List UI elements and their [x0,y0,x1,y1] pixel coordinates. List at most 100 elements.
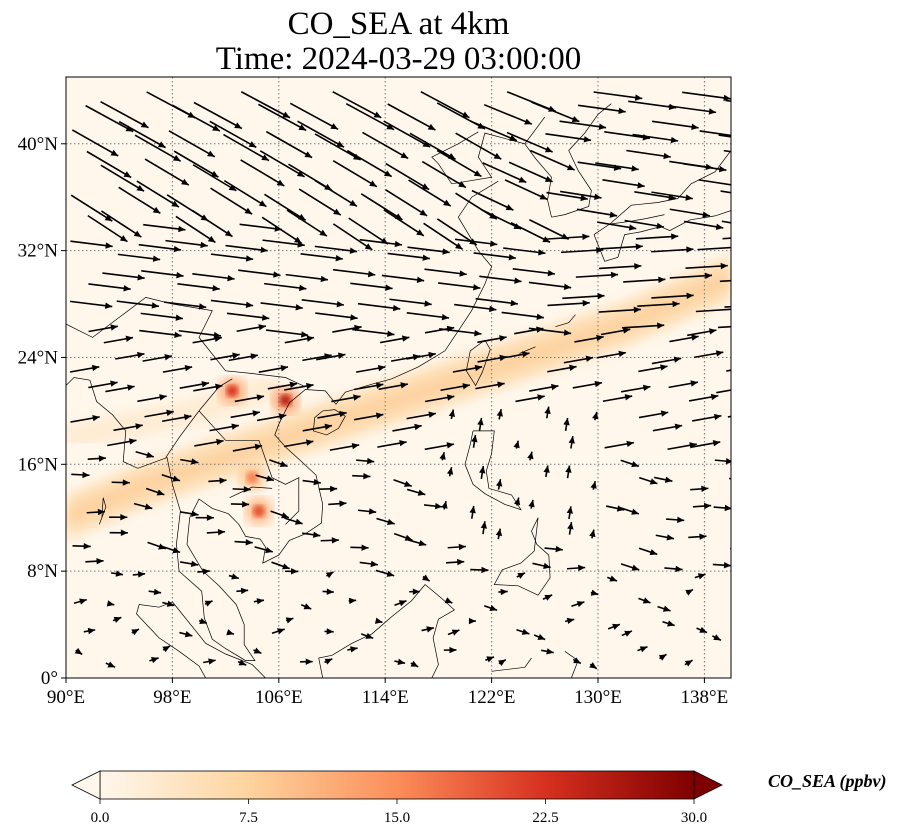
co-hotspot [252,505,265,518]
wind-arrow-shaft [424,268,467,276]
wind-arrow [566,564,586,572]
wind-arrow-shaft [577,104,626,113]
wind-arrow [638,547,658,556]
wind-arrow [393,479,412,487]
wind-arrow-head [656,222,664,230]
wind-arrow [70,414,100,423]
wind-arrow [669,334,699,343]
wind-arrow-head [200,241,208,249]
wind-arrow-head [513,440,520,449]
coastlines [66,103,731,678]
wind-arrow-head [537,394,545,401]
wind-arrow-head [214,335,222,342]
wind-arrow-head [704,272,713,279]
coastline [313,409,346,436]
wind-arrow-head [384,170,392,177]
wind-arrow-head [250,353,259,360]
wind-arrow-head [713,634,721,641]
wind-arrow-head [303,603,312,610]
wind-arrow [624,219,665,230]
wind-arrow-head [639,646,648,653]
wind-arrow [637,300,680,308]
wind-arrow-head [441,501,448,509]
map-time-subtitle: Time: 2024-03-29 03:00:00 [215,41,582,77]
wind-arrow-shaft [529,219,570,240]
wind-arrow [118,186,161,215]
wind-arrow-head [152,206,161,214]
wind-arrow-shaft [389,298,432,306]
wind-arrow-shaft [143,223,186,231]
wind-arrow-head [664,476,673,483]
wind-arrow-head [335,254,343,262]
wind-arrow [374,617,383,624]
wind-arrow [599,263,642,270]
wind-arrow-head [135,423,143,430]
wind-arrow-shaft [454,238,498,246]
wind-arrow [638,364,668,373]
wind-arrow [162,600,175,607]
wind-arrow-head [422,574,430,582]
wind-arrow-head [427,123,436,131]
wind-arrow-head [105,242,113,249]
wind-arrow [572,380,603,389]
wind-arrow [383,120,431,148]
wind-arrow [439,451,446,461]
wind-arrow [547,300,590,307]
wind-arrow [203,658,216,665]
wind-arrow [376,517,395,525]
wind-arrow [712,562,731,569]
wind-arrow [685,262,728,270]
wind-arrow-head [173,245,181,253]
wind-arrow-head [92,414,100,422]
wind-arrow-head [699,533,707,540]
wind-arrow-head [563,417,570,426]
wind-arrow [378,382,408,391]
wind-arrow-shaft [264,282,307,290]
wind-arrow [513,497,521,506]
wind-arrow-head [353,394,361,401]
wind-arrow-head [291,568,299,575]
wind-arrow-shaft [175,215,216,244]
wind-arrow-head [206,514,214,521]
wind-arrow-shaft [455,192,498,220]
wind-arrow [651,356,682,365]
wind-arrow-head [208,658,216,665]
wind-arrow [719,279,731,283]
x-tick-label: 90°E [47,687,85,708]
colorbar-max-extend [693,770,723,800]
y-tick-label: 0° [41,668,58,689]
coastline [66,180,499,661]
wind-arrow-shaft [473,252,517,259]
wind-arrow [197,568,210,575]
wind-arrow-head [524,118,532,125]
wind-arrow-head [207,235,216,243]
wind-arrow-head [750,410,757,416]
wind-arrow-head [352,153,361,160]
wind-arrow [136,180,180,208]
wind-arrow-head [496,479,503,487]
wind-arrow-head [521,628,530,635]
wind-arrow [562,292,605,300]
wind-arrow-head [544,146,553,153]
wind-arrow-shaft [637,302,680,308]
wind-arrow-head [115,570,124,577]
wind-arrow [298,188,342,216]
wind-arrow-head [416,276,425,283]
wind-arrow [495,528,503,540]
wind-arrow [620,563,640,571]
wind-arrow [436,149,482,178]
wind-arrow-shaft [100,164,145,192]
wind-arrow [473,252,517,261]
wind-arrow [662,620,675,627]
wind-arrow [316,352,346,361]
wind-arrow-shaft [265,130,313,159]
wind-arrow-head [199,618,207,625]
wind-arrow-head [674,423,683,430]
wind-arrow [70,240,113,249]
wind-arrow-head [598,123,607,130]
wind-arrow [135,450,155,459]
wind-arrow-shaft [332,160,378,188]
coastline [491,657,532,672]
wind-arrow-head [757,137,764,143]
wind-arrow-head [462,383,470,390]
